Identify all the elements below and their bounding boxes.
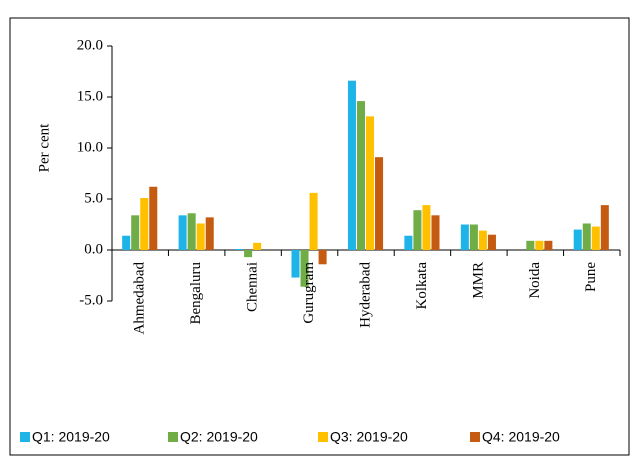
chart-frame	[9, 17, 630, 456]
bar	[318, 250, 327, 265]
bar	[122, 235, 131, 250]
bar	[544, 240, 553, 250]
y-tick-label: 20.0	[77, 37, 103, 53]
x-tick-label: Bengaluru	[188, 262, 204, 325]
legend-label: Q3: 2019-20	[330, 429, 408, 445]
bar	[431, 215, 440, 250]
bar	[205, 217, 214, 250]
bar	[149, 186, 158, 250]
bar	[196, 223, 205, 250]
bar	[187, 213, 196, 250]
x-tick-label: Ahmedabad	[132, 262, 148, 335]
bar	[478, 230, 487, 250]
bar	[235, 248, 244, 250]
bar	[178, 215, 187, 250]
y-tick-label: 5.0	[84, 190, 103, 206]
bar	[366, 116, 375, 250]
y-tick-label: -5.0	[79, 292, 103, 308]
x-tick-label: MMR	[470, 262, 486, 299]
bar	[469, 224, 478, 250]
bar	[253, 242, 262, 250]
legend-swatch	[318, 432, 328, 442]
legend-label: Q2: 2019-20	[180, 429, 258, 445]
x-tick-label: Gurugram	[301, 262, 317, 324]
x-tick-label: Noida	[527, 262, 543, 299]
legend-swatch	[470, 432, 480, 442]
y-tick-label: 0.0	[84, 241, 103, 257]
legend-label: Q1: 2019-20	[32, 429, 110, 445]
bar	[140, 197, 149, 250]
bar	[309, 192, 318, 250]
y-tick-label: 15.0	[77, 88, 103, 104]
bar	[131, 215, 140, 250]
bar	[422, 205, 431, 250]
legend-swatch	[20, 432, 30, 442]
y-tick-label: 10.0	[77, 139, 103, 155]
x-tick-label: Pune	[583, 262, 599, 292]
bar	[573, 229, 582, 250]
bar	[487, 234, 496, 250]
bar	[582, 223, 591, 250]
bar	[600, 205, 609, 250]
x-tick-label: Chennai	[245, 262, 261, 312]
bar	[526, 240, 535, 250]
x-tick-label: Hyderabad	[357, 262, 373, 328]
bar	[347, 80, 356, 251]
x-tick-label: Kolkata	[414, 262, 430, 310]
legend-label: Q4: 2019-20	[482, 429, 560, 445]
bar	[413, 210, 422, 250]
y-axis-label: Per cent	[36, 123, 52, 173]
bar	[356, 101, 365, 250]
bar	[404, 235, 413, 250]
bar	[291, 250, 300, 278]
legend-swatch	[168, 432, 178, 442]
bar	[460, 224, 469, 250]
bar	[591, 226, 600, 250]
bar	[300, 250, 309, 287]
bar	[375, 157, 384, 250]
bar	[244, 250, 253, 258]
bar	[535, 240, 544, 250]
